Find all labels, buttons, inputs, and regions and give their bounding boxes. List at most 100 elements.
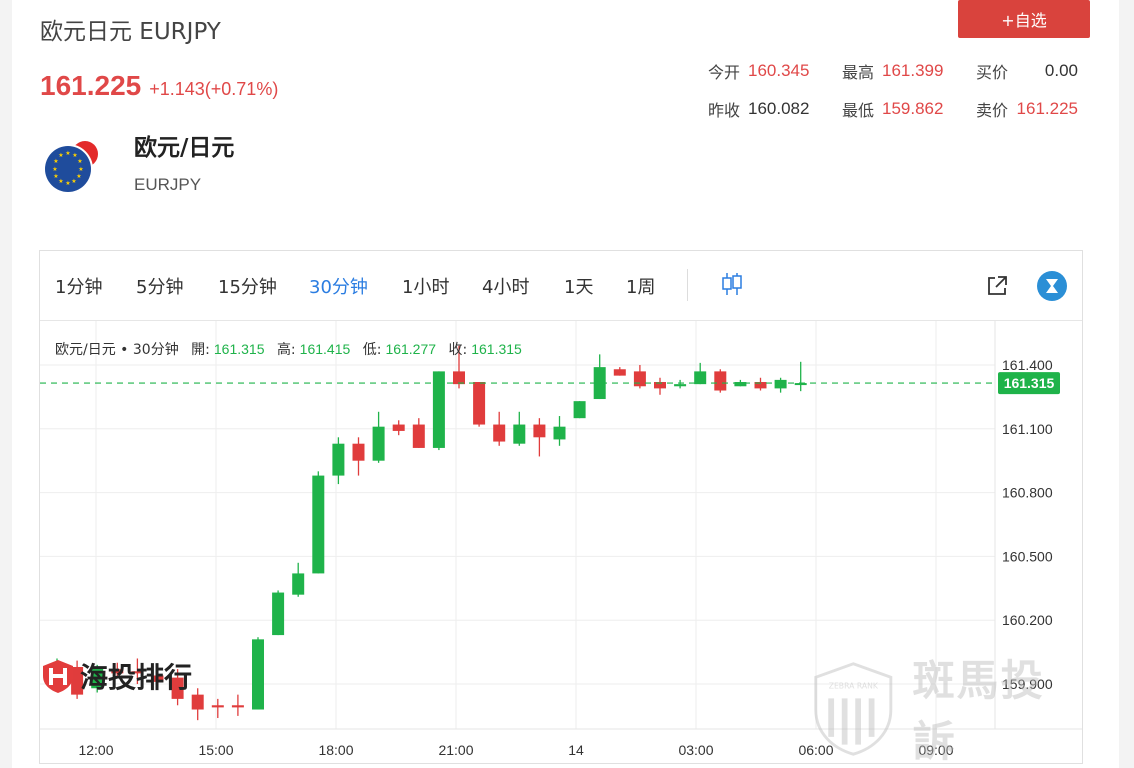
svg-text:★: ★: [53, 158, 58, 165]
chart-legend: 欧元/日元 • 30分钟 開: 161.315 高: 161.415 低: 161.2…: [55, 339, 522, 359]
last-price: 161.225: [40, 70, 142, 101]
candle-body: [593, 367, 606, 400]
candle-body: [252, 639, 264, 710]
tab-4hour[interactable]: 4小时: [482, 277, 530, 298]
legend-low-label: 低:: [362, 342, 382, 358]
quote-value: 161.225: [1016, 99, 1078, 118]
quote-value: 159.862: [882, 99, 944, 118]
tab-1day[interactable]: 1天: [564, 277, 594, 298]
candle-body: [714, 371, 727, 391]
x-tick-label: 18:00: [318, 742, 353, 758]
x-tick-label: 09:00: [918, 742, 953, 758]
candle-body: [553, 426, 566, 440]
zebra-badge-icon: ZEBRA RANK: [814, 662, 893, 756]
candle-body: [674, 384, 687, 387]
candle-body: [473, 382, 486, 425]
y-tick-label: 160.800: [1002, 485, 1053, 501]
tab-5min[interactable]: 5分钟: [136, 277, 184, 298]
quote-label: 最低: [841, 101, 874, 120]
candle-body: [694, 371, 707, 385]
svg-text:★: ★: [58, 152, 63, 159]
svg-text:★: ★: [52, 166, 57, 173]
tab-1week[interactable]: 1周: [626, 277, 656, 298]
candlestick-chart[interactable]: 12:00 15:00 18:00 21:00 14 03:00 06:00 09:00 159…: [40, 321, 1082, 763]
legend-close: 161.315: [471, 341, 522, 357]
candle-body: [312, 475, 325, 574]
watermark-right-text: 斑馬投訴: [912, 656, 1045, 766]
candle-body: [774, 379, 787, 389]
quote-label: 最高: [841, 63, 874, 82]
legend-low: 161.277: [385, 341, 437, 357]
quote-label: 卖价: [975, 101, 1008, 120]
candle-body: [613, 369, 626, 376]
candle-body: [191, 694, 204, 710]
quote-value: 160.082: [748, 99, 810, 118]
candlestick-type-icon[interactable]: [720, 271, 744, 297]
svg-text:★: ★: [72, 152, 77, 159]
quote-value: 161.399: [882, 61, 944, 80]
y-tick-label: 159.900: [1002, 676, 1053, 692]
last-price-label: 161.315: [1004, 375, 1055, 391]
candle-body: [372, 426, 385, 461]
tab-15min[interactable]: 15分钟: [218, 277, 277, 298]
tab-1hour[interactable]: 1小时: [402, 277, 450, 298]
quote-table: 今开 160.345 最高 161.399 买价 0.00 昨收 160.082…: [700, 52, 1092, 128]
chart-panel: 1分钟 5分钟 15分钟 30分钟 1小时 4小时 1天 1周 12:00 15:…: [39, 250, 1083, 766]
shield-logo-icon: [43, 660, 73, 693]
external-link-icon[interactable]: [985, 274, 1009, 298]
candle-body: [272, 592, 285, 636]
y-tick-label: 160.500: [1002, 548, 1053, 564]
svg-text:★: ★: [65, 180, 70, 187]
candle-body: [754, 382, 767, 389]
candle-body: [654, 382, 666, 389]
candle-body: [734, 382, 747, 387]
page-title: 欧元日元 EURJPY: [40, 19, 221, 45]
svg-text:★: ★: [65, 150, 70, 157]
candle-body: [211, 705, 224, 708]
candle-body: [513, 424, 526, 444]
legend-close-label: 收:: [448, 342, 468, 358]
quote-value: 0.00: [1044, 61, 1078, 80]
quote-value: 160.345: [748, 61, 810, 80]
watermark-badge-text: ZEBRA RANK: [829, 682, 879, 691]
candle-body: [794, 383, 807, 386]
candle-body: [392, 424, 405, 431]
legend-high-label: 高:: [276, 342, 296, 358]
svg-text:★: ★: [76, 173, 81, 180]
watermark-left-text: 海投排行: [80, 661, 193, 694]
pair-name: 欧元/日元: [134, 135, 235, 161]
y-tick-label: 161.100: [1002, 421, 1053, 437]
candle-body: [573, 401, 586, 419]
chart-toolbar: 1分钟 5分钟 15分钟 30分钟 1小时 4小时 1天 1周: [40, 251, 1082, 321]
eu-flag-icon: ★ ★★ ★★★ ★★★ ★★★: [43, 141, 98, 194]
quote-label: 买价: [975, 63, 1008, 82]
candle-body: [432, 371, 445, 448]
add-watchlist-button[interactable]: +自选: [958, 0, 1090, 38]
legend-open: 161.315: [213, 341, 265, 357]
price-change: +1.143(+0.71%): [149, 79, 279, 99]
tab-1min[interactable]: 1分钟: [55, 277, 103, 298]
candle-body: [231, 705, 244, 708]
legend-open-label: 開:: [191, 342, 210, 358]
x-tick-label: 15:00: [198, 742, 233, 758]
watermark-zebra: ZEBRA RANK 斑馬投訴: [810, 647, 1082, 768]
candle-body: [633, 371, 646, 387]
tab-30min[interactable]: 30分钟: [309, 277, 368, 298]
svg-text:★: ★: [58, 178, 63, 185]
quote-label: 今开: [707, 63, 740, 82]
candle-body: [493, 424, 506, 442]
quote-row: 今开 160.345 最高 161.399 买价 0.00: [700, 52, 1092, 90]
candle-body: [171, 677, 184, 699]
candle-body: [71, 666, 84, 695]
y-tick-label: 161.400: [1002, 357, 1053, 373]
candle-body: [453, 371, 465, 385]
x-tick-label: 21:00: [438, 742, 473, 758]
candle-body: [352, 443, 365, 461]
tradingview-logo-icon[interactable]: [1036, 270, 1068, 302]
candle-body: [332, 443, 345, 476]
svg-text:★: ★: [71, 178, 76, 185]
candle-body: [412, 424, 425, 448]
y-tick-label: 160.200: [1002, 612, 1053, 628]
quote-row: 昨收 160.082 最低 159.862 卖价 161.225: [700, 90, 1092, 128]
x-tick-label: 03:00: [678, 742, 713, 758]
